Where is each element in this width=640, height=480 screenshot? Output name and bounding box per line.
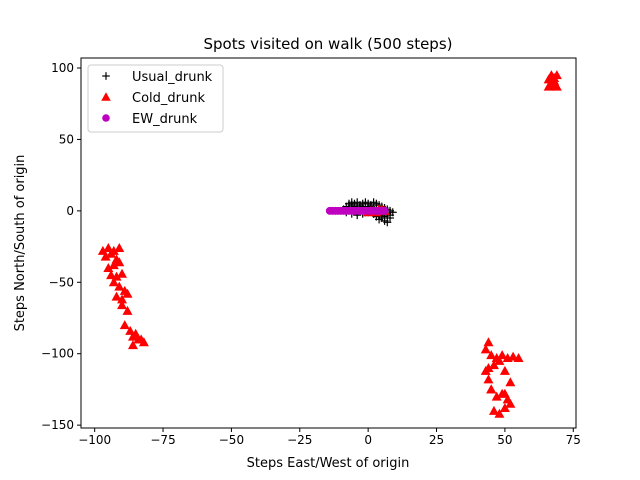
cold-drunk-point — [117, 294, 128, 304]
cold-drunk-point — [122, 305, 133, 315]
cold-drunk-point — [513, 353, 524, 362]
x-tick-label: 0 — [364, 433, 372, 447]
cold-drunk-point — [108, 277, 119, 287]
cold-drunk-point — [505, 398, 516, 408]
legend-marker-ew-drunk — [102, 114, 110, 122]
cold-drunk-point — [127, 340, 138, 350]
cold-drunk-point — [494, 408, 505, 418]
legend-label-ew-drunk: EW_drunk — [132, 112, 198, 127]
ew-drunk-point — [380, 206, 389, 215]
cold-drunk-point — [488, 405, 499, 415]
cold-drunk-point — [508, 351, 519, 361]
y-axis-label: Steps North/South of origin — [13, 155, 28, 332]
cold-drunk-point — [491, 391, 502, 401]
legend: Usual_drunk Cold_drunk EW_drunk — [87, 64, 224, 133]
legend-marker-usual-drunk — [102, 72, 110, 80]
cold-drunk-point — [549, 75, 560, 85]
cold-drunk-point — [108, 260, 119, 270]
x-axis-label: Steps East/West of origin — [247, 456, 410, 471]
cold-drunk-point — [125, 325, 136, 335]
legend-label-cold-drunk: Cold_drunk — [132, 91, 205, 106]
cold-drunk-point — [106, 270, 117, 280]
chart-title: Spots visited on walk (500 steps) — [203, 35, 452, 53]
x-tick-label: −50 — [219, 433, 244, 447]
cold-drunk-point — [136, 334, 147, 344]
cold-drunk-point — [111, 291, 122, 301]
y-tick-label: 0 — [66, 204, 74, 218]
y-tick-label: 50 — [59, 132, 74, 146]
cold-drunk-point — [499, 403, 510, 412]
axis-ticks: −100 −75 −50 −25 0 25 50 75 −150 −100 −50 0 50 100 — [41, 61, 581, 447]
cold-drunk-point — [114, 281, 125, 291]
plot-frame — [80, 57, 577, 429]
cold-drunk-point — [480, 344, 491, 354]
cold-drunk-point — [130, 328, 141, 338]
x-tick-label: 75 — [566, 433, 581, 447]
cold-drunk-point — [117, 268, 128, 278]
cold-drunk-point — [483, 374, 494, 384]
cold-drunk-point — [106, 248, 117, 258]
cold-drunk-point — [488, 360, 499, 370]
cold-drunk-point — [103, 263, 114, 272]
cold-drunk-point — [486, 384, 497, 394]
cold-drunk-point — [119, 320, 130, 330]
cold-drunk-point — [499, 365, 510, 375]
x-tick-label: −100 — [78, 433, 111, 447]
legend-box — [87, 64, 224, 133]
cold-drunk-point — [494, 355, 505, 365]
y-tick-label: −100 — [41, 347, 74, 361]
cold-drunk-point — [486, 350, 497, 360]
usual-drunk-point — [377, 214, 386, 222]
y-tick-label: −150 — [41, 418, 74, 432]
cold-drunk-point — [505, 377, 516, 387]
cold-drunk-point — [100, 251, 111, 261]
legend-marker-cold-drunk — [101, 92, 111, 101]
usual-drunk-point — [386, 214, 395, 222]
cold-drunk-point — [122, 288, 133, 298]
cold-drunk-point — [499, 388, 510, 398]
x-tick-label: −25 — [287, 433, 312, 447]
legend-label-usual-drunk: Usual_drunk — [132, 70, 213, 85]
cold-drunk-point — [117, 300, 128, 310]
y-tick-label: 100 — [51, 61, 74, 75]
cold-drunk-point — [551, 81, 562, 91]
cold-drunk-point — [114, 243, 125, 252]
data-points — [97, 70, 562, 418]
cold-drunk-point — [483, 337, 494, 347]
x-tick-label: 50 — [497, 433, 512, 447]
x-tick-label: −75 — [150, 433, 175, 447]
cold-drunk-point — [114, 257, 125, 267]
cold-drunk-point — [480, 365, 491, 375]
x-tick-label: 25 — [429, 433, 444, 447]
usual-drunk-point — [383, 218, 392, 227]
y-tick-label: −50 — [49, 275, 74, 289]
